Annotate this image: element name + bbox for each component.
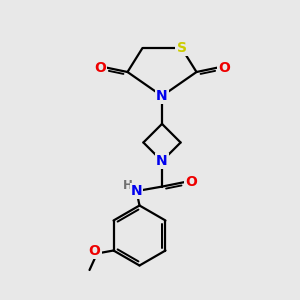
Text: O: O bbox=[89, 244, 100, 258]
Text: H: H bbox=[123, 179, 132, 192]
Text: N: N bbox=[156, 154, 168, 168]
Text: N: N bbox=[131, 184, 142, 198]
Text: O: O bbox=[94, 61, 106, 74]
Text: S: S bbox=[176, 41, 187, 55]
Text: O: O bbox=[218, 61, 230, 74]
Text: O: O bbox=[185, 175, 197, 188]
Text: N: N bbox=[156, 89, 168, 103]
